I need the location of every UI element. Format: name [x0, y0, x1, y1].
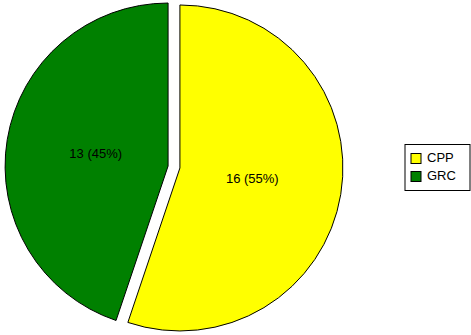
legend: CPP GRC — [405, 145, 470, 191]
legend-frame — [405, 145, 470, 191]
pie-slice — [5, 3, 168, 320]
data-label: 13 (45%) — [69, 146, 122, 161]
legend-label: CPP — [427, 150, 454, 165]
slices — [5, 3, 343, 331]
legend-swatch — [411, 154, 421, 164]
background — [0, 0, 471, 335]
chart-canvas: 16 (55%) 13 (45%) CPP GRC — [0, 0, 471, 335]
data-labels: 16 (55%) 13 (45%) — [69, 146, 278, 187]
legend-swatch — [411, 172, 421, 182]
legend-label: GRC — [427, 168, 456, 183]
data-label: 16 (55%) — [226, 171, 279, 186]
